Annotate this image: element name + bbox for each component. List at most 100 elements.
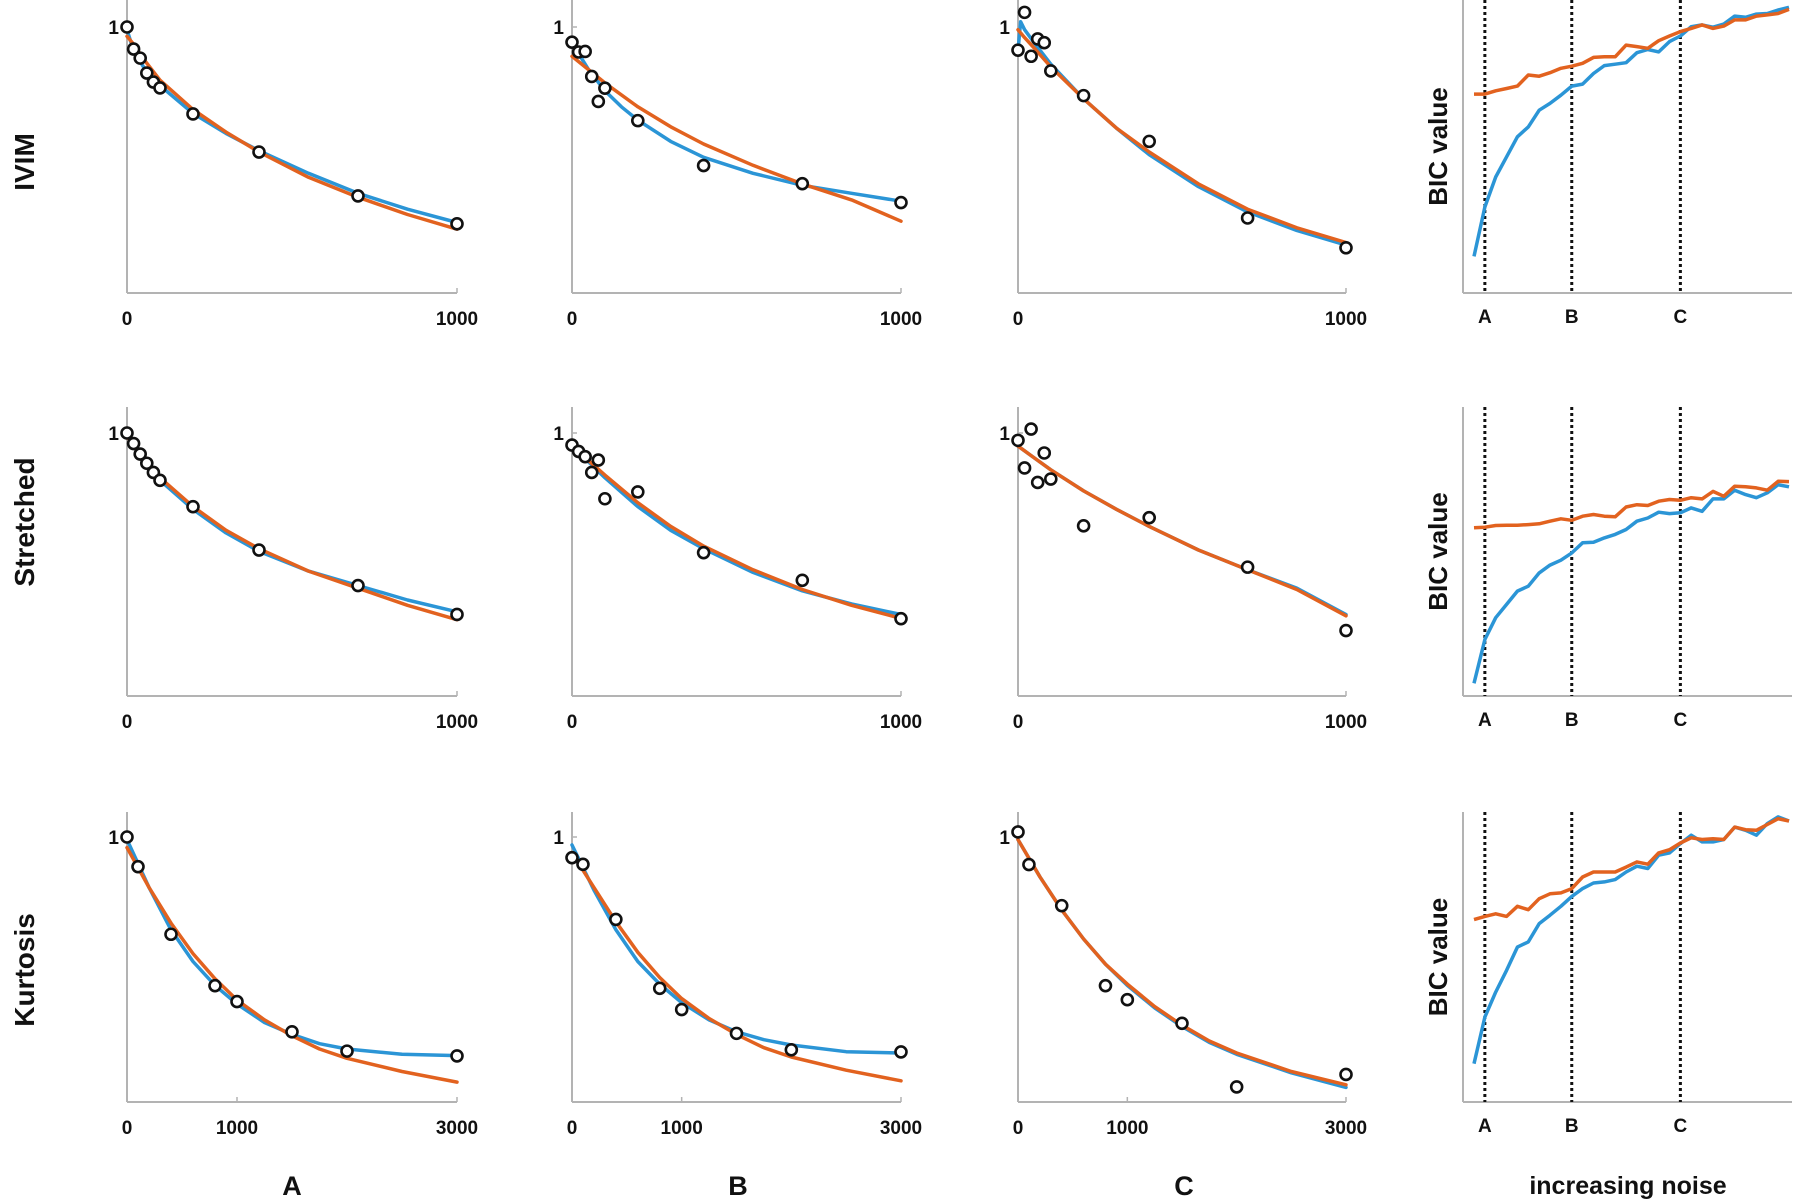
x-tick-label: C [1674,307,1688,328]
orange-bic-line [1474,7,1790,96]
data-point [133,447,147,461]
data-point [450,607,464,622]
data-point [578,449,592,464]
x-tick-label: 0 [567,712,578,733]
x-tick-label: 0 [122,712,133,733]
data-point [140,456,154,471]
data-point [1017,461,1032,475]
data-point [729,1026,744,1041]
data-point [795,176,810,191]
blue-fit-curve [1016,837,1348,1090]
data-point [1120,992,1135,1007]
x-tick-label: 1000 [661,1118,703,1139]
orange-fit-curve [570,443,903,621]
data-point [153,473,167,488]
orange-bic-line [1473,816,1790,922]
data-point [584,69,599,84]
y-tick-label: 1 [108,828,119,849]
data-point [140,66,154,80]
row-label-ivim: IVIM [9,133,40,191]
data-point [609,912,623,927]
column-label-b: B [728,1171,748,1201]
data-point [1054,898,1069,913]
orange-fit-curve [125,845,459,1084]
data-point [565,35,579,49]
x-tick-label: 0 [567,1118,578,1139]
data-point [131,859,145,874]
data-point [126,42,141,56]
orange-fit-curve [125,34,459,231]
data-point [340,1044,354,1058]
y-tick-label: 1 [553,828,564,849]
x-tick-label: 0 [1013,1118,1024,1139]
x-tick-label: 1000 [880,712,922,733]
data-point [450,217,464,231]
data-point [1030,475,1045,490]
data-point [164,927,178,942]
data-point [630,113,645,128]
row-label-kurtosis: Kurtosis [9,913,40,1027]
data-point [784,1042,799,1057]
panel-ivim-c: 0 1000 1 [999,0,1367,330]
y-tick-label: 1 [553,18,564,39]
panel-ivim-b: 0 1000 1 [553,0,922,330]
data-point [630,485,645,499]
y-axis-label: BIC value [1423,492,1453,611]
data-point [1037,35,1052,50]
data-point [1098,978,1113,993]
panel-stretched-b: 0 1000 1 [553,407,922,733]
x-tick-label: 1000 [1325,309,1367,330]
data-point [1044,472,1058,486]
data-point [1142,510,1156,525]
column-label-a: A [282,1171,302,1201]
panel-stretched-a: 0 1000 1 [108,407,478,733]
x-tick-label: 1000 [216,1118,258,1139]
column-label-increasing-noise: increasing noise [1529,1172,1726,1200]
data-point [1339,240,1353,255]
x-tick-label: B [1565,710,1579,731]
blue-bic-line [1472,482,1790,684]
data-point [1011,433,1025,448]
blue-fit-curve [570,843,903,1055]
data-point [1017,5,1032,20]
data-point [1076,519,1091,533]
data-point [1240,211,1255,225]
blue-fit-curve [1016,19,1348,247]
data-point [1022,857,1036,872]
data-point [153,81,167,95]
data-point [1240,560,1255,574]
panel-kurtosis-c: 0 1000 3000 1 [999,812,1367,1139]
x-tick-label: 1000 [436,712,478,733]
x-tick-label: 0 [122,1118,133,1139]
orange-fit-curve [570,851,903,1083]
blue-fit-curve [125,837,459,1058]
orange-fit-curve [1016,444,1348,618]
y-tick-label: 1 [108,424,119,445]
panel-stretched-c: 0 1000 1 [999,407,1367,733]
data-point [598,81,612,95]
y-tick-label: 1 [999,18,1010,39]
data-point [1076,88,1091,103]
data-point [591,94,606,109]
data-point [120,830,134,844]
data-point [1011,825,1025,839]
x-tick-label: 0 [1013,712,1024,733]
x-tick-label: 1000 [1106,1118,1148,1139]
panel-kurtosis-a: 0 1000 3000 1 [108,812,478,1139]
orange-fit-curve [1016,837,1348,1087]
panel-ivim-a: 0 1000 1 [108,0,478,330]
x-tick-label: 3000 [880,1118,922,1139]
x-tick-label: C [1674,710,1688,731]
data-point [565,850,579,865]
data-point [351,189,365,203]
data-point [252,145,266,159]
data-point [285,1024,299,1039]
orange-bic-line [1473,479,1790,530]
data-point [351,578,365,593]
x-tick-label: 3000 [436,1118,478,1139]
data-point [696,158,711,173]
orange-fit-curve [570,54,903,223]
row-label-stretched: Stretched [9,457,40,586]
data-point [133,51,147,65]
